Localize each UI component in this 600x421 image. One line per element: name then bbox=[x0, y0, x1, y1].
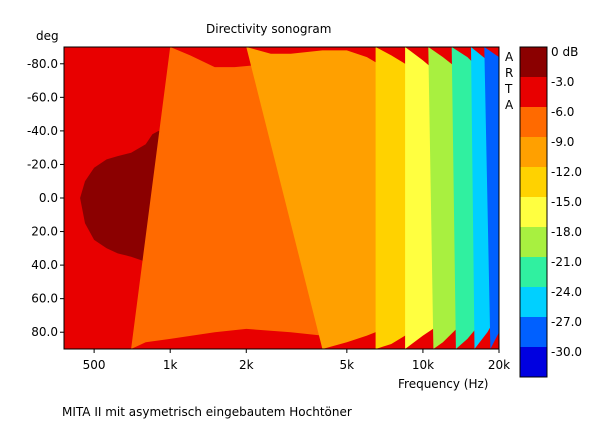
footer-note: MITA II mit asymetrisch eingebautem Hoch… bbox=[62, 405, 352, 419]
x-tick-label: 10k bbox=[412, 358, 434, 372]
arta-letter-a2: A bbox=[505, 98, 514, 112]
y-tick-label: -40.0 bbox=[27, 124, 58, 138]
y-tick-label: -20.0 bbox=[27, 157, 58, 171]
arta-letter-r: R bbox=[505, 66, 514, 80]
colorbar-cell bbox=[520, 287, 547, 317]
colorbar-label: -3.0 bbox=[551, 75, 574, 89]
colorbar-cell bbox=[520, 227, 547, 257]
colorbar-label: -15.0 bbox=[551, 195, 582, 209]
colorbar-label: 0 dB bbox=[551, 45, 578, 59]
x-tick-label: 1k bbox=[163, 358, 178, 372]
y-tick-label: -80.0 bbox=[27, 57, 58, 71]
colorbar-frame bbox=[519, 46, 548, 378]
colorbar-label: -12.0 bbox=[551, 165, 582, 179]
colorbar-cell bbox=[520, 47, 547, 77]
colorbar-label: -18.0 bbox=[551, 225, 582, 239]
colorbar-label: -6.0 bbox=[551, 105, 574, 119]
colorbar-cell bbox=[520, 347, 547, 377]
x-axis-label: Frequency (Hz) bbox=[398, 377, 489, 391]
chart-title: Directivity sonogram bbox=[206, 22, 332, 36]
colorbar-label: -24.0 bbox=[551, 285, 582, 299]
y-tick-label: 80.0 bbox=[31, 325, 58, 339]
colorbar-cell bbox=[520, 317, 547, 347]
colorbar-label: -30.0 bbox=[551, 345, 582, 359]
y-axis-label: deg bbox=[36, 29, 59, 43]
colorbar-cell bbox=[520, 167, 547, 197]
y-tick-label: 20.0 bbox=[31, 225, 58, 239]
y-tick-label: 60.0 bbox=[31, 292, 58, 306]
colorbar-label: -21.0 bbox=[551, 255, 582, 269]
colorbar-cell bbox=[520, 257, 547, 287]
arta-letter-t: T bbox=[505, 82, 513, 96]
y-tick-label: 40.0 bbox=[31, 258, 58, 272]
colorbar-cell bbox=[520, 77, 547, 107]
x-tick-label: 500 bbox=[83, 358, 106, 372]
x-tick-label: 20k bbox=[488, 358, 510, 372]
x-tick-label: 5k bbox=[340, 358, 355, 372]
colorbar-cell bbox=[520, 107, 547, 137]
colorbar-cell bbox=[520, 197, 547, 227]
y-tick-label: -60.0 bbox=[27, 90, 58, 104]
x-tick-label: 2k bbox=[239, 358, 254, 372]
level-region-27db bbox=[484, 47, 499, 349]
y-tick-label: 0.0 bbox=[39, 191, 58, 205]
colorbar-cell bbox=[520, 137, 547, 167]
arta-letter-a1: A bbox=[505, 50, 514, 64]
colorbar-label: -27.0 bbox=[551, 315, 582, 329]
colorbar-label: -9.0 bbox=[551, 135, 574, 149]
